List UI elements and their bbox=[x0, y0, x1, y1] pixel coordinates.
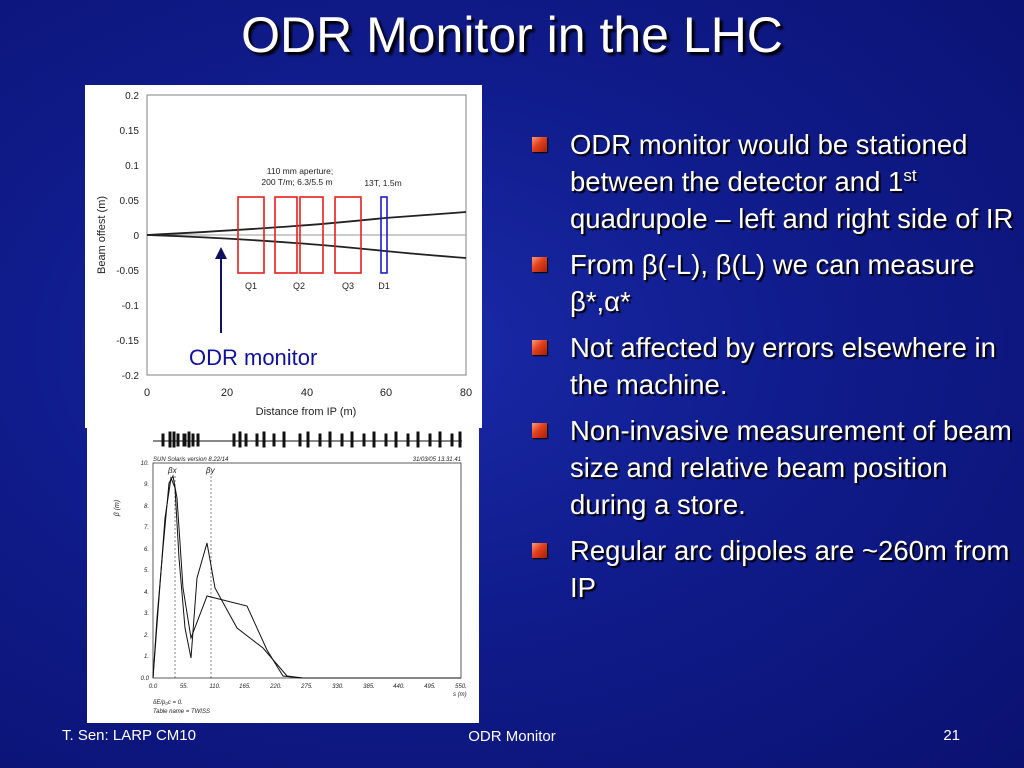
beta-x-curve bbox=[152, 474, 461, 679]
footer-author: T. Sen: LARP CM10 bbox=[62, 727, 196, 744]
bullet-text: Regular arc dipoles are ~260m from IP bbox=[570, 535, 1010, 603]
y-tick-label: 1. bbox=[144, 654, 149, 660]
y-tick-label: 7. bbox=[144, 525, 149, 531]
x-tick-label: 0.0 bbox=[149, 684, 158, 690]
bullet-item: Regular arc dipoles are ~260m from IP bbox=[530, 532, 1015, 606]
bullet-item: Not affected by errors elsewhere in the … bbox=[530, 329, 1015, 403]
square-bullet-icon bbox=[532, 340, 547, 355]
y-tick-label: 0.15 bbox=[120, 126, 140, 137]
quadrupole-q2a bbox=[274, 196, 298, 274]
square-bullet-icon bbox=[532, 257, 547, 272]
plot-header-left: SUN Solaris version 8.22/14 bbox=[153, 457, 229, 463]
beta-y-curve bbox=[152, 476, 461, 679]
x-tick-label: 60 bbox=[380, 387, 392, 399]
bullet-superscript: st bbox=[903, 165, 917, 185]
footer-topic: ODR Monitor bbox=[468, 728, 556, 745]
y-tick-label: 3. bbox=[144, 611, 149, 617]
y-tick-label: 9. bbox=[144, 482, 149, 488]
dipole-d1 bbox=[380, 196, 388, 274]
y-tick-labels: 0.2 0.15 0.1 0.05 0 -0.05 -0.1 -0.15 -0.… bbox=[116, 91, 139, 382]
beta-y-axis-label: β (m) bbox=[114, 500, 121, 517]
legend-beta-x: βx bbox=[167, 466, 178, 475]
odr-arrow-head bbox=[215, 247, 227, 259]
bullet-text: Not affected by errors elsewhere in the … bbox=[570, 332, 996, 400]
y-tick-label: -0.15 bbox=[116, 336, 139, 347]
quad-annotation-line1: 110 mm aperture; bbox=[267, 166, 333, 176]
x-tick-labels: 0 20 40 60 80 bbox=[144, 387, 472, 399]
x-tick-label: 20 bbox=[221, 387, 233, 399]
slide-number: 21 bbox=[943, 727, 960, 744]
beta-x-axis-label: s (m) bbox=[453, 692, 467, 698]
y-tick-label: -0.05 bbox=[116, 266, 139, 277]
quadrupole-q3 bbox=[334, 196, 362, 274]
x-tick-label: 165. bbox=[239, 684, 251, 690]
beam-envelope-lower bbox=[146, 234, 467, 259]
x-tick-label: 110. bbox=[209, 684, 220, 690]
quadrupole-q1 bbox=[237, 196, 265, 274]
y-tick-label: 10. bbox=[141, 461, 149, 467]
x-tick-label: 40 bbox=[301, 387, 313, 399]
square-bullet-icon bbox=[532, 543, 547, 558]
plot-footer-line2: Table name = TWISS bbox=[153, 709, 210, 715]
y-tick-label: 8. bbox=[144, 504, 149, 510]
bullet-text: Non-invasive measurement of beam size an… bbox=[570, 415, 1012, 520]
bullet-text-continued: quadrupole – left and right side of IR bbox=[570, 203, 1014, 234]
x-tick-label: 220. bbox=[269, 684, 282, 690]
magnet-label: Q2 bbox=[293, 281, 305, 291]
square-bullet-icon bbox=[532, 423, 547, 438]
x-axis-label: Distance from IP (m) bbox=[256, 406, 357, 418]
odr-monitor-label: ODR monitor bbox=[189, 345, 317, 370]
bullet-item: From β(-L), β(L) we can measure β*,α* bbox=[530, 246, 1015, 320]
beta-y-ticks: 10. 9. 8. 7. 6. 5. 4. 3. 2. 1. 0.0 bbox=[141, 461, 150, 682]
lattice-strip bbox=[153, 431, 462, 448]
bullet-list: ODR monitor would be stationed between t… bbox=[530, 126, 1015, 615]
y-tick-label: 0.05 bbox=[120, 196, 140, 207]
magnet-labels: Q1 Q2 Q3 D1 bbox=[245, 281, 390, 291]
dipole-annotation: 13T, 1.5m bbox=[364, 178, 401, 188]
y-tick-label: -0.2 bbox=[122, 371, 140, 382]
y-tick-label: 0.1 bbox=[125, 161, 139, 172]
beam-offset-figure: 0.2 0.15 0.1 0.05 0 -0.05 -0.1 -0.15 -0.… bbox=[85, 85, 482, 428]
beta-x-ticks: 0.0 55. 110. 165. 220. 275. 330. 385. 44… bbox=[149, 684, 467, 690]
slide-title: ODR Monitor in the LHC bbox=[241, 7, 783, 63]
beta-function-plot: SUN Solaris version 8.22/14 31/03/05 13.… bbox=[114, 431, 467, 715]
y-axis-label: Beam offest (m) bbox=[96, 196, 108, 274]
x-tick-label: 440. bbox=[393, 684, 405, 690]
plot-header-right: 31/03/05 13.31.41 bbox=[413, 457, 461, 463]
quadrupole-q2b bbox=[299, 196, 324, 274]
beam-envelope-upper bbox=[146, 211, 467, 236]
x-tick-label: 275. bbox=[300, 684, 313, 690]
y-tick-label: 4. bbox=[144, 590, 149, 596]
y-tick-label: 0.2 bbox=[125, 91, 139, 102]
x-tick-label: 550. bbox=[455, 684, 467, 690]
y-tick-label: 5. bbox=[144, 568, 149, 574]
y-tick-label: -0.1 bbox=[122, 301, 140, 312]
square-bullet-icon bbox=[532, 137, 547, 152]
bullet-text: ODR monitor would be stationed between t… bbox=[570, 129, 968, 197]
quad-annotation-line2: 200 T/m; 6.3/5.5 m bbox=[261, 177, 332, 187]
y-tick-label: 0 bbox=[133, 231, 139, 242]
x-tick-label: 55. bbox=[180, 684, 188, 690]
y-tick-label: 2. bbox=[143, 633, 149, 639]
x-tick-label: 330. bbox=[332, 684, 344, 690]
legend-beta-y: βy bbox=[205, 466, 216, 475]
magnet-label: Q3 bbox=[342, 281, 354, 291]
beta-function-figure: SUN Solaris version 8.22/14 31/03/05 13.… bbox=[87, 428, 479, 723]
magnet-label: Q1 bbox=[245, 281, 257, 291]
bullet-item: Non-invasive measurement of beam size an… bbox=[530, 412, 1015, 523]
plot-footer-line1: δE/p₀c = 0. bbox=[153, 700, 183, 706]
x-tick-label: 495. bbox=[424, 684, 436, 690]
x-tick-label: 80 bbox=[460, 387, 472, 399]
bullet-text: From β(-L), β(L) we can measure β*,α* bbox=[570, 249, 975, 317]
beam-offset-plot: 0.2 0.15 0.1 0.05 0 -0.05 -0.1 -0.15 -0.… bbox=[96, 91, 472, 418]
x-tick-label: 0 bbox=[144, 387, 150, 399]
bullet-item: ODR monitor would be stationed between t… bbox=[530, 126, 1015, 237]
y-tick-label: 6. bbox=[144, 547, 149, 553]
magnet-label: D1 bbox=[378, 281, 390, 291]
x-tick-label: 385. bbox=[363, 684, 375, 690]
y-tick-label: 0.0 bbox=[141, 676, 150, 682]
